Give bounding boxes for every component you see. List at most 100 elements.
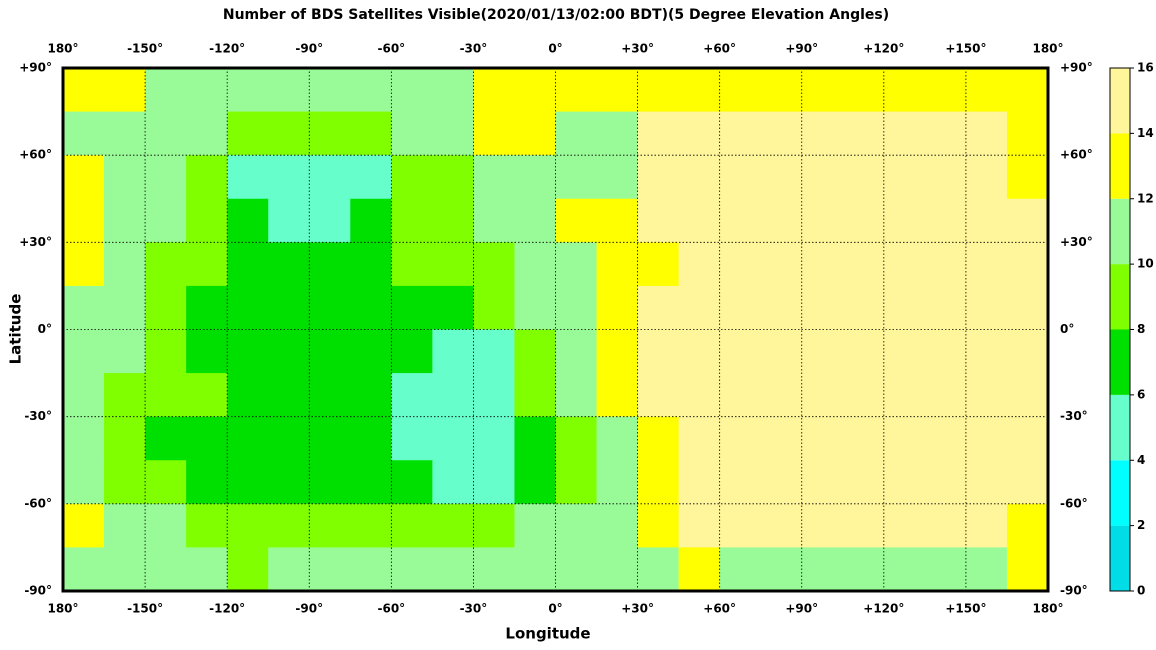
grid-cell [965, 460, 1008, 505]
grid-cell [350, 503, 392, 548]
grid-cell [268, 242, 310, 287]
grid-cell [1006, 373, 1049, 418]
grid-cell [637, 329, 680, 374]
grid-cell [596, 68, 639, 113]
grid-cell [186, 329, 228, 374]
y-tick-label: +30° [1060, 235, 1093, 249]
grid-cell [842, 460, 885, 505]
grid-cell [63, 503, 105, 548]
grid-cell [350, 460, 392, 505]
grid-cell [432, 416, 474, 461]
grid-cell [801, 460, 844, 505]
grid-cell [965, 503, 1008, 548]
colorbar-tick-label: 2 [1137, 518, 1145, 532]
grid-cell [473, 416, 515, 461]
grid-cell [391, 416, 433, 461]
grid-cell [104, 68, 146, 113]
grid-cell [965, 155, 1008, 200]
grid-cell [555, 460, 598, 505]
grid-cell [63, 198, 105, 243]
grid-cell [760, 503, 803, 548]
grid-cell [473, 329, 515, 374]
grid-cell [637, 460, 680, 505]
grid-cell [391, 547, 433, 592]
grid-cell [145, 416, 187, 461]
grid-cell [801, 503, 844, 548]
grid-cell [227, 198, 269, 243]
grid-cell [473, 503, 515, 548]
grid-cell [924, 198, 967, 243]
grid-cell [555, 329, 598, 374]
grid-cell [719, 373, 762, 418]
grid-cell [924, 155, 967, 200]
grid-cell [432, 329, 474, 374]
grid-cell [637, 503, 680, 548]
x-tick-label: +150° [945, 602, 986, 616]
grid-cell [555, 155, 598, 200]
grid-cell [842, 198, 885, 243]
grid-cell [965, 285, 1008, 330]
grid-cell [104, 111, 146, 156]
grid-cell [63, 285, 105, 330]
grid-cell [432, 68, 474, 113]
grid-cell [350, 285, 392, 330]
grid-cell [596, 111, 639, 156]
colorbar-tick-label: 0 [1137, 584, 1145, 598]
grid-cell [145, 242, 187, 287]
grid-cell [965, 242, 1008, 287]
grid-cell [309, 503, 351, 548]
grid-cell [1006, 155, 1049, 200]
grid-cell [719, 503, 762, 548]
grid-cell [596, 416, 639, 461]
grid-cell [63, 155, 105, 200]
grid-cell [596, 198, 639, 243]
grid-cell [514, 198, 556, 243]
grid-cell [719, 155, 762, 200]
grid-cell [145, 198, 187, 243]
grid-cell [227, 416, 269, 461]
x-tick-label: -150° [127, 42, 163, 56]
grid-cell [1006, 111, 1049, 156]
grid-cell [965, 416, 1008, 461]
grid-cell [719, 242, 762, 287]
grid-cell [350, 373, 392, 418]
grid-cell [637, 198, 680, 243]
grid-cell [473, 373, 515, 418]
grid-cell [760, 198, 803, 243]
grid-cell [719, 68, 762, 113]
grid-cell [514, 373, 556, 418]
grid-cell [678, 155, 721, 200]
colorbar-tick-label: 12 [1137, 191, 1154, 205]
colorbar-tick-label: 10 [1137, 257, 1154, 271]
grid-cell [883, 460, 926, 505]
grid-cell [309, 416, 351, 461]
grid-cell [145, 329, 187, 374]
grid-cell [473, 460, 515, 505]
grid-cell [104, 155, 146, 200]
grid-cell [719, 547, 762, 592]
grid-cell [145, 111, 187, 156]
grid-cell [555, 547, 598, 592]
grid-cell [842, 111, 885, 156]
grid-cell [227, 373, 269, 418]
grid-cell [514, 68, 556, 113]
grid-cell [760, 329, 803, 374]
grid-cell [842, 503, 885, 548]
colorbar-bin [1110, 394, 1130, 461]
grid-cell [227, 460, 269, 505]
grid-cell [350, 242, 392, 287]
grid-cell [842, 329, 885, 374]
grid-cell [104, 198, 146, 243]
grid-cell [268, 155, 310, 200]
grid-cell [309, 198, 351, 243]
grid-cell [678, 329, 721, 374]
grid-cell [391, 285, 433, 330]
grid-cell [760, 68, 803, 113]
grid-cell [801, 198, 844, 243]
colorbar-tick-label: 4 [1137, 453, 1145, 467]
grid-cell [186, 373, 228, 418]
grid-cell [391, 460, 433, 505]
grid-cell [268, 329, 310, 374]
grid-cell [227, 242, 269, 287]
grid-cell [596, 373, 639, 418]
